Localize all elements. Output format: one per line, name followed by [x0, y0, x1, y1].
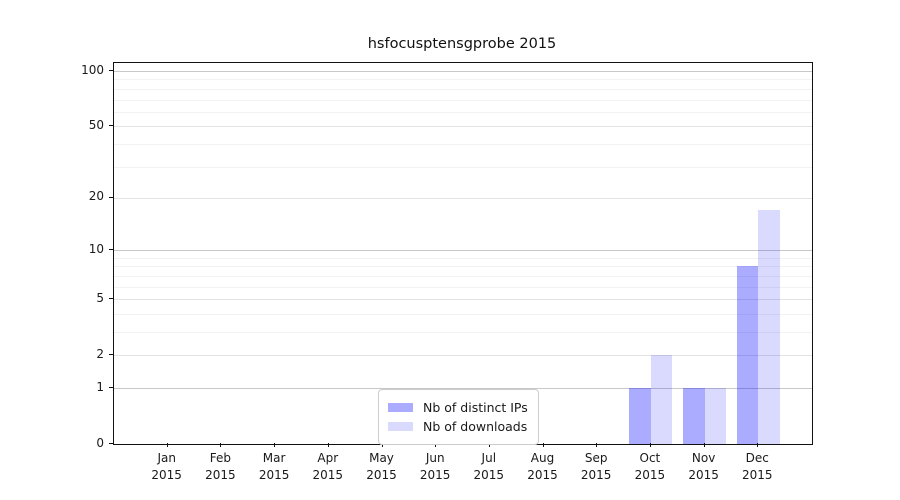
y-axis-tick-mark: [109, 249, 113, 251]
gridline-minor: [114, 257, 812, 259]
x-axis-tick-label: Aug 2015: [515, 450, 571, 483]
x-tick-year: 2015: [473, 467, 505, 482]
y-axis-tick-label: 10: [88, 241, 104, 256]
x-tick-month: Mar: [262, 451, 286, 465]
x-tick-year: 2015: [258, 467, 290, 482]
x-tick-year: 2015: [688, 467, 719, 482]
y-axis-tick-mark: [109, 298, 113, 300]
x-tick-month: Aug: [530, 451, 555, 465]
gridline-minor: [114, 111, 812, 113]
x-tick-year: 2015: [205, 467, 236, 482]
bar-distinct-ips-nov: [683, 388, 705, 444]
x-tick-year: 2015: [366, 467, 397, 482]
bar-downloads-nov: [704, 388, 727, 444]
x-tick-year: 2015: [419, 467, 451, 482]
gridline-minor: [114, 99, 812, 101]
y-axis-tick-mark: [109, 70, 113, 71]
x-tick-year: 2015: [527, 467, 558, 482]
x-tick-month: Feb: [209, 451, 232, 465]
x-axis-tick-label: Feb 2015: [192, 450, 248, 483]
gridline-labeled: [114, 126, 812, 128]
gridline-minor: [114, 166, 812, 168]
y-axis-tick-mark: [109, 443, 113, 444]
legend-label-downloads: Nb of downloads: [423, 419, 528, 434]
bar-downloads-oct: [650, 355, 673, 444]
gridline-minor: [114, 286, 812, 288]
x-tick-month: Dec: [745, 451, 769, 465]
x-tick-month: Nov: [691, 451, 716, 465]
bar-distinct-ips-dec: [736, 266, 759, 444]
x-tick-month: Sep: [584, 451, 608, 465]
bar-downloads-dec: [758, 210, 780, 444]
x-axis-tick-mark: [381, 443, 383, 447]
y-axis-tick-mark: [109, 354, 113, 356]
x-tick-year: 2015: [580, 467, 612, 482]
y-axis-tick-label: 2: [96, 346, 104, 361]
x-tick-year: 2015: [634, 467, 666, 482]
gridline-labeled: [114, 355, 812, 357]
x-tick-year: 2015: [312, 467, 344, 482]
x-tick-month: Oct: [639, 451, 661, 465]
x-tick-month: May: [369, 451, 394, 465]
plot-area: Nb of distinct IPs Nb of downloads: [113, 62, 813, 445]
gridline-minor: [114, 79, 812, 81]
legend-swatch-downloads-icon: [388, 422, 413, 431]
bar-distinct-ips-oct: [629, 388, 651, 444]
x-axis-tick-label: Sep 2015: [568, 450, 624, 483]
x-axis-tick-label: Jul 2015: [461, 450, 517, 483]
chart-title: hsfocusptensgprobe 2015: [367, 36, 557, 52]
x-axis-tick-label: Jan 2015: [139, 450, 195, 483]
x-axis-tick-mark: [166, 443, 168, 447]
y-axis-tick-label: 1: [96, 379, 104, 394]
x-axis-tick-label: Nov 2015: [676, 450, 732, 483]
x-axis-tick-label: May 2015: [354, 450, 410, 483]
y-axis-tick-label: 20: [88, 189, 104, 204]
legend: Nb of distinct IPs Nb of downloads: [378, 389, 539, 445]
x-tick-year: 2015: [742, 467, 773, 482]
x-axis-tick-mark: [649, 443, 651, 447]
x-axis-tick-mark: [274, 443, 276, 447]
gridline-decade: [114, 250, 812, 252]
gridline-labeled: [114, 197, 812, 199]
x-tick-month: Jul: [481, 451, 497, 465]
gridline-minor: [114, 332, 812, 333]
gridline-minor: [114, 313, 812, 315]
x-tick-month: Jun: [425, 451, 445, 465]
legend-label-distinct-ips: Nb of distinct IPs: [423, 400, 528, 415]
y-axis-tick-mark: [109, 125, 113, 127]
y-axis-tick-mark: [109, 196, 113, 198]
gridline-minor: [114, 88, 812, 90]
x-tick-month: Apr: [317, 451, 339, 465]
x-axis-tick-mark: [757, 443, 759, 447]
gridline-minor: [114, 275, 812, 277]
x-axis-tick-label: Oct 2015: [622, 450, 678, 483]
x-axis-tick-mark: [542, 443, 544, 447]
y-axis-tick-mark: [109, 387, 113, 388]
y-axis-tick-label: 100: [81, 62, 104, 77]
y-axis-tick-label: 0: [96, 435, 104, 450]
x-axis-tick-label: Dec 2015: [729, 450, 785, 483]
gridline-labeled: [114, 299, 812, 301]
x-axis-tick-label: Jun 2015: [407, 450, 463, 483]
x-axis-tick-mark: [596, 443, 598, 447]
x-axis-tick-label: Apr 2015: [300, 450, 356, 483]
legend-row-distinct-ips: Nb of distinct IPs: [388, 399, 528, 416]
legend-swatch-distinct-ips-icon: [388, 403, 413, 412]
gridline-minor: [114, 143, 812, 145]
x-axis-tick-mark: [435, 443, 437, 447]
y-axis-tick-label: 5: [96, 290, 104, 305]
legend-row-downloads: Nb of downloads: [388, 418, 528, 435]
x-axis-tick-label: Mar 2015: [246, 450, 302, 483]
x-tick-year: 2015: [151, 467, 182, 482]
x-axis-tick-mark: [703, 443, 705, 447]
x-tick-month: Jan: [157, 451, 176, 465]
x-axis-tick-mark: [488, 443, 490, 447]
x-axis-tick-mark: [220, 443, 222, 447]
y-axis-tick-label: 50: [88, 117, 104, 132]
gridline-minor: [114, 266, 812, 268]
gridline-decade: [114, 388, 812, 389]
gridline-decade: [114, 71, 812, 72]
x-axis-tick-mark: [327, 443, 329, 447]
